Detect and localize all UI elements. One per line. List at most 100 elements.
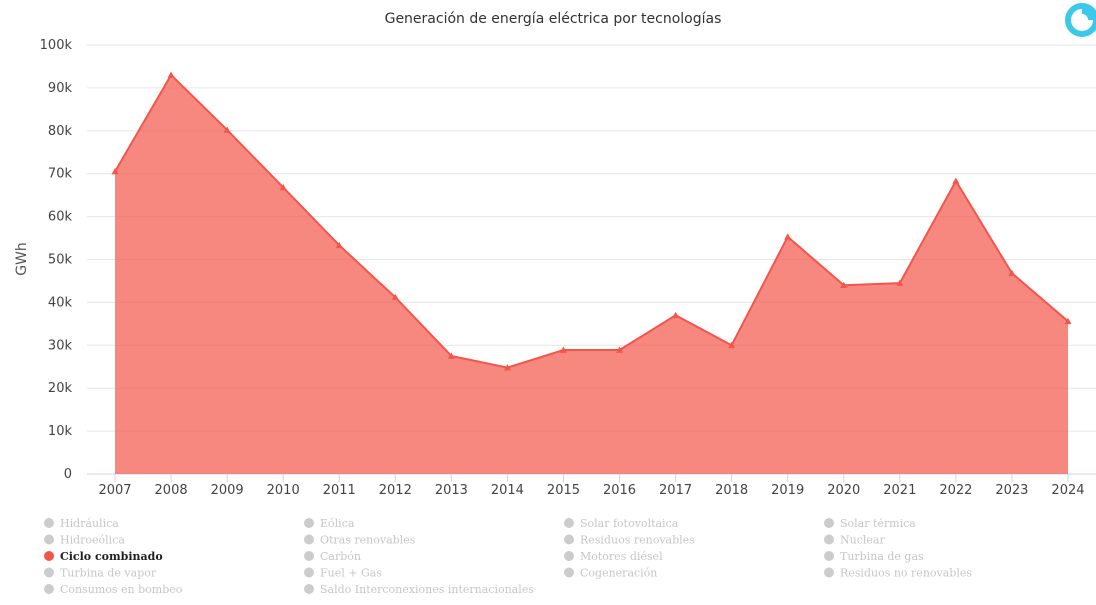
legend-item[interactable]: Turbina de vapor — [44, 567, 157, 580]
legend-marker — [304, 551, 314, 561]
x-tick-label: 2022 — [939, 483, 972, 498]
legend-marker — [304, 518, 314, 528]
y-tick-label: 90k — [48, 81, 73, 96]
x-tick-label: 2021 — [883, 483, 916, 498]
y-tick-label: 80k — [48, 124, 73, 139]
legend-marker — [564, 551, 574, 561]
legend-marker — [824, 567, 834, 578]
legend-item[interactable]: Ciclo combinado — [44, 550, 163, 563]
data-point-marker[interactable] — [447, 352, 455, 359]
legend-marker — [304, 567, 314, 578]
legend-item[interactable]: Nuclear — [824, 534, 885, 547]
legend-item[interactable]: Turbina de gas — [824, 550, 924, 563]
series-area[interactable] — [111, 71, 1072, 474]
legend-label: Residuos no renovables — [840, 567, 972, 580]
x-tick-label: 2013 — [435, 483, 468, 498]
y-axis-title: GWh — [14, 242, 30, 276]
legend-item[interactable]: Hidroeólica — [44, 534, 125, 547]
legend-item[interactable]: Otras renovables — [304, 534, 416, 547]
y-tick-label: 40k — [48, 295, 73, 310]
legend-marker — [564, 518, 574, 528]
legend-marker — [44, 534, 54, 545]
data-point-marker[interactable] — [784, 233, 792, 240]
data-point-marker[interactable] — [1008, 269, 1016, 277]
legend-marker — [824, 534, 834, 545]
legend-item[interactable]: Fuel + Gas — [304, 567, 382, 580]
data-point-marker[interactable] — [223, 126, 231, 133]
data-point-marker[interactable] — [896, 279, 904, 286]
legend-label: Ciclo combinado — [60, 550, 163, 563]
x-tick-label: 2024 — [1051, 483, 1084, 498]
legend-label: Cogeneración — [580, 567, 657, 580]
data-point-marker[interactable] — [391, 293, 399, 301]
legend-marker — [824, 551, 834, 561]
legend-item[interactable]: Hidráulica — [44, 517, 119, 530]
data-point-marker[interactable] — [952, 177, 960, 184]
legend-marker — [44, 551, 54, 561]
x-tick-label: 2019 — [771, 483, 804, 498]
legend-label: Turbina de vapor — [60, 567, 157, 580]
legend-label: Consumos en bombeo — [60, 583, 183, 596]
data-point-marker[interactable] — [559, 346, 567, 353]
x-axis: 2007 2008 2009 2010 2011 2012 2013 2014 2015 2016… — [98, 474, 1085, 498]
legend-item[interactable]: Solar fotovoltaica — [564, 517, 679, 530]
legend-item[interactable]: Residuos renovables — [564, 534, 695, 547]
y-tick-label: 60k — [48, 210, 73, 225]
y-tick-label: 30k — [48, 338, 73, 353]
y-tick-label: 0 — [64, 467, 72, 482]
legend-marker — [564, 567, 574, 578]
legend-item[interactable]: Carbón — [304, 550, 361, 563]
x-tick-label: 2011 — [323, 483, 356, 498]
series-area-fill[interactable] — [115, 75, 1068, 474]
y-axis: 0 10k 20k 30k 40k 50k 60k 70k 80k 90k 100k — [40, 38, 73, 482]
x-tick-label: 2023 — [995, 483, 1028, 498]
data-point-marker[interactable] — [167, 71, 175, 78]
legend-label: Solar fotovoltaica — [580, 517, 679, 530]
legend-marker — [824, 518, 834, 528]
legend-label: Solar térmica — [840, 517, 916, 530]
legend-marker — [44, 567, 54, 578]
data-point-marker[interactable] — [672, 311, 680, 319]
legend: Hidráulica Eólica Solar fotovoltaica Solar … — [44, 517, 972, 596]
legend-marker — [304, 584, 314, 594]
x-tick-label: 2020 — [827, 483, 860, 498]
x-tick-label: 2018 — [715, 483, 748, 498]
x-tick-label: 2010 — [267, 483, 300, 498]
legend-item[interactable]: Residuos no renovables — [824, 567, 972, 580]
x-tick-label: 2014 — [491, 483, 524, 498]
x-tick-label: 2012 — [379, 483, 412, 498]
legend-label: Residuos renovables — [580, 534, 695, 547]
series-line[interactable] — [114, 73, 1069, 369]
data-point-marker[interactable] — [503, 364, 511, 371]
data-point-marker[interactable] — [111, 168, 119, 175]
legend-item[interactable]: Motores diésel — [564, 550, 663, 563]
legend-item[interactable]: Cogeneración — [564, 567, 657, 580]
legend-label: Fuel + Gas — [320, 567, 382, 580]
data-point-marker[interactable] — [279, 183, 287, 191]
x-tick-label: 2015 — [547, 483, 580, 498]
y-tick-label: 20k — [48, 381, 73, 396]
legend-label: Otras renovables — [320, 534, 416, 547]
x-tick-label: 2017 — [659, 483, 692, 498]
legend-marker — [44, 518, 54, 528]
legend-item[interactable]: Solar térmica — [824, 517, 916, 530]
x-tick-label: 2016 — [603, 483, 636, 498]
data-point-marker[interactable] — [728, 341, 736, 349]
brand-logo-icon[interactable] — [1064, 2, 1096, 38]
data-point-marker[interactable] — [840, 281, 848, 289]
legend-marker — [564, 534, 574, 545]
legend-label: Motores diésel — [580, 550, 663, 563]
data-point-marker[interactable] — [616, 346, 624, 353]
chart-title: Generación de energía eléctrica por tecn… — [385, 11, 722, 27]
y-tick-label: 50k — [48, 253, 73, 268]
x-tick-label: 2009 — [211, 483, 244, 498]
legend-marker — [304, 534, 314, 545]
data-point-marker[interactable] — [1064, 317, 1072, 325]
data-point-marker[interactable] — [335, 241, 343, 249]
legend-label: Hidráulica — [60, 517, 119, 530]
legend-item[interactable]: Saldo Interconexiones internacionales — [304, 583, 534, 596]
legend-item[interactable]: Eólica — [304, 517, 355, 530]
legend-item[interactable]: Consumos en bombeo — [44, 583, 183, 596]
legend-label: Turbina de gas — [840, 550, 924, 563]
